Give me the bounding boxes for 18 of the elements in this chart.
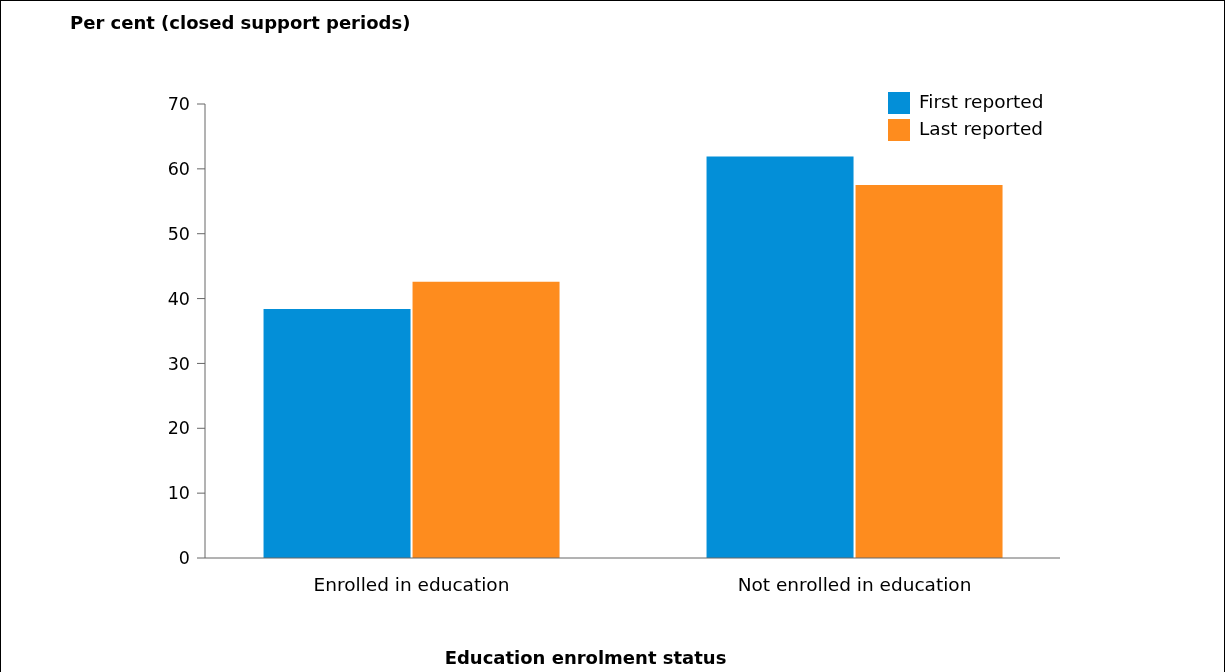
y-tick-label: 30 <box>167 353 190 374</box>
y-tick-label: 60 <box>167 159 190 180</box>
bar <box>855 185 1003 558</box>
y-tick-label: 20 <box>167 418 190 439</box>
bar <box>412 281 560 558</box>
legend-label: Last reported <box>918 118 1044 139</box>
y-axis-title: Per cent (closed support periods) <box>70 12 411 33</box>
legend-label: First reported <box>918 91 1044 112</box>
y-tick-label: 70 <box>167 94 190 115</box>
y-tick-label: 40 <box>167 288 190 309</box>
y-tick-label: 50 <box>167 223 190 244</box>
x-tick-label: Not enrolled in education <box>737 574 972 596</box>
bar <box>706 156 854 558</box>
x-axis-title: Education enrolment status <box>444 647 727 668</box>
bar <box>263 308 411 558</box>
x-tick-label: Enrolled in education <box>313 574 510 596</box>
y-tick-label: 0 <box>178 548 190 569</box>
y-tick-label: 10 <box>167 483 190 504</box>
